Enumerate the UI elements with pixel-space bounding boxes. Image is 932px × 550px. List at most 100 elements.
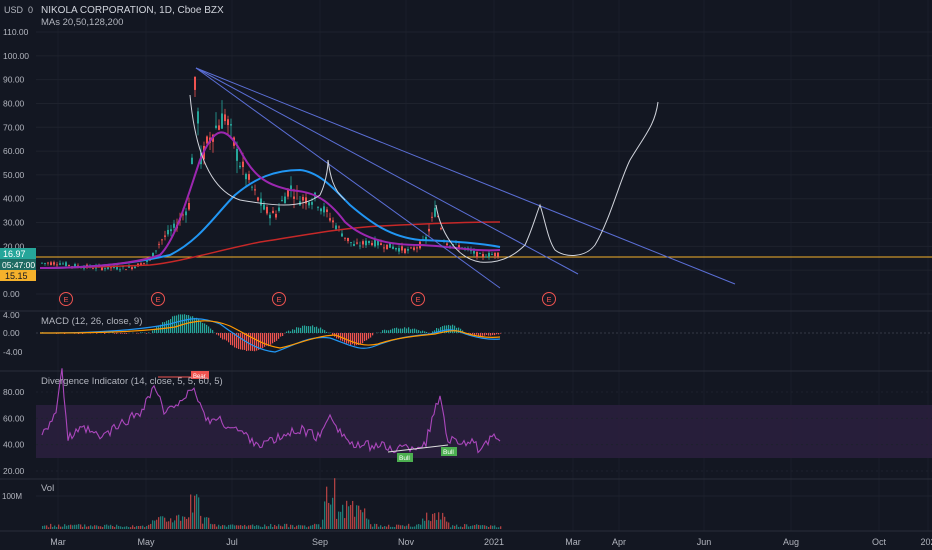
- macd-hist-bar: [96, 333, 98, 334]
- macd-hist-bar: [444, 325, 446, 333]
- macd-hist-bar: [344, 333, 346, 343]
- ma-50-line: [39, 168, 501, 269]
- volume-bar: [474, 525, 476, 529]
- volume-bar: [154, 520, 156, 529]
- trendline-2[interactable]: [195, 67, 579, 275]
- price-pane[interactable]: 110.00 100.00 90.00 80.00 70.00 60.00 50.00 40.…: [0, 5, 932, 306]
- symbol-title[interactable]: NIKOLA CORPORATION, 1D, Cboe BZX: [41, 5, 224, 16]
- drawing-handle-1[interactable]: [327, 159, 346, 201]
- volume-bar: [264, 524, 266, 529]
- candle-body: [206, 136, 208, 144]
- volume-bar: [436, 519, 438, 529]
- volume-bar: [358, 505, 360, 529]
- candle-body: [278, 207, 280, 211]
- earnings-marker-label: E: [155, 295, 160, 304]
- candle-body: [215, 125, 217, 128]
- volume-bar: [302, 525, 304, 529]
- drawing-cup-1[interactable]: [189, 94, 329, 206]
- candle-body: [134, 266, 136, 269]
- macd-hist-bar: [382, 330, 384, 333]
- macd-hist-bar: [202, 322, 204, 333]
- macd-pane[interactable]: 4.00 0.00 -4.00 MACD (12, 26, close, 9): [3, 310, 932, 357]
- volume-bar: [222, 524, 224, 529]
- macd-hist-bar: [226, 333, 228, 341]
- candle-body: [92, 268, 94, 270]
- price-gridlines: [36, 31, 932, 295]
- volume-bar: [156, 519, 158, 529]
- macd-hist-bar: [384, 329, 386, 333]
- candle-body: [338, 226, 340, 228]
- signal-line: [39, 320, 501, 349]
- candle-body: [449, 245, 451, 247]
- macd-hist-bar: [398, 328, 400, 333]
- drawing-projection-path[interactable]: [435, 101, 659, 263]
- divergence-title[interactable]: Divergence Indicator (14, close, 5, 5, 6…: [41, 376, 223, 387]
- volume-bar: [150, 523, 152, 529]
- volume-bar: [360, 509, 362, 529]
- volume-bar: [272, 527, 274, 529]
- volume-bar: [48, 527, 50, 529]
- candle-body: [254, 189, 256, 191]
- macd-hist-bar: [292, 329, 294, 333]
- support-price-label: 15.15: [5, 271, 28, 281]
- earnings-marker-label: E: [276, 295, 281, 304]
- candle-body: [311, 202, 313, 205]
- macd-hist-bar: [278, 333, 280, 339]
- candle-body: [386, 244, 388, 250]
- macd-hist-bar: [224, 333, 226, 340]
- volume-title[interactable]: Vol: [41, 483, 54, 494]
- time-axis[interactable]: Mar May Jul Sep Nov 2021 Mar Apr Jun Aug Oct 202: [50, 537, 932, 547]
- earnings-marker[interactable]: [411, 292, 425, 306]
- candle-body: [473, 250, 475, 254]
- volume-bar: [290, 524, 292, 529]
- macd-hist-bar: [392, 328, 394, 333]
- volume-bar: [346, 500, 348, 529]
- macd-hist-bar: [194, 317, 196, 333]
- earnings-marker[interactable]: [542, 292, 556, 306]
- macd-axis: 4.00 0.00 -4.00: [3, 310, 23, 357]
- volume-bar: [200, 515, 202, 529]
- macd-hist-bar: [366, 333, 368, 341]
- last-price-label: 16.97: [3, 249, 26, 259]
- candle-body: [446, 243, 448, 246]
- volume-bar: [180, 520, 182, 529]
- earnings-marker[interactable]: [272, 292, 286, 306]
- volume-bar: [344, 518, 346, 529]
- volume-bar: [430, 521, 432, 529]
- volume-bar: [190, 494, 192, 529]
- volume-bar: [70, 524, 72, 529]
- macd-hist-bar: [266, 333, 268, 346]
- volume-bar: [456, 524, 458, 529]
- divergence-pane[interactable]: 80.00 60.00 40.00 20.00 Bear Bull Bull Dive…: [3, 368, 932, 476]
- volume-bar: [412, 526, 414, 529]
- macd-hist-bar: [290, 331, 292, 333]
- volume-bar: [318, 524, 320, 529]
- candle-body: [293, 196, 295, 199]
- earnings-marker[interactable]: [59, 292, 73, 306]
- volume-bar: [400, 525, 402, 529]
- macd-hist-bar: [154, 328, 156, 333]
- trendline-3[interactable]: [195, 67, 736, 285]
- rsi-line: [41, 368, 501, 454]
- earnings-marker[interactable]: [151, 292, 165, 306]
- volume-pane[interactable]: 100M Vol: [2, 478, 932, 529]
- candle-body: [383, 247, 385, 249]
- macd-hist-bar: [416, 329, 418, 333]
- candle-body: [197, 111, 199, 124]
- macd-hist-bar: [168, 320, 170, 333]
- candle-body: [194, 76, 196, 90]
- macd-hist-bar: [180, 314, 182, 333]
- volume-bar: [62, 526, 64, 529]
- macd-title[interactable]: MACD (12, 26, close, 9): [41, 316, 142, 327]
- candle-body: [428, 228, 430, 232]
- moving-averages-label[interactable]: MAs 20,50,128,200: [41, 17, 123, 28]
- macd-hist-bar: [234, 333, 236, 348]
- macd-line: [39, 318, 501, 353]
- rsi-tick-label: 60.00: [3, 413, 25, 423]
- candle-body: [485, 256, 487, 258]
- volume-bar: [406, 525, 408, 529]
- trendline-1[interactable]: [195, 67, 501, 289]
